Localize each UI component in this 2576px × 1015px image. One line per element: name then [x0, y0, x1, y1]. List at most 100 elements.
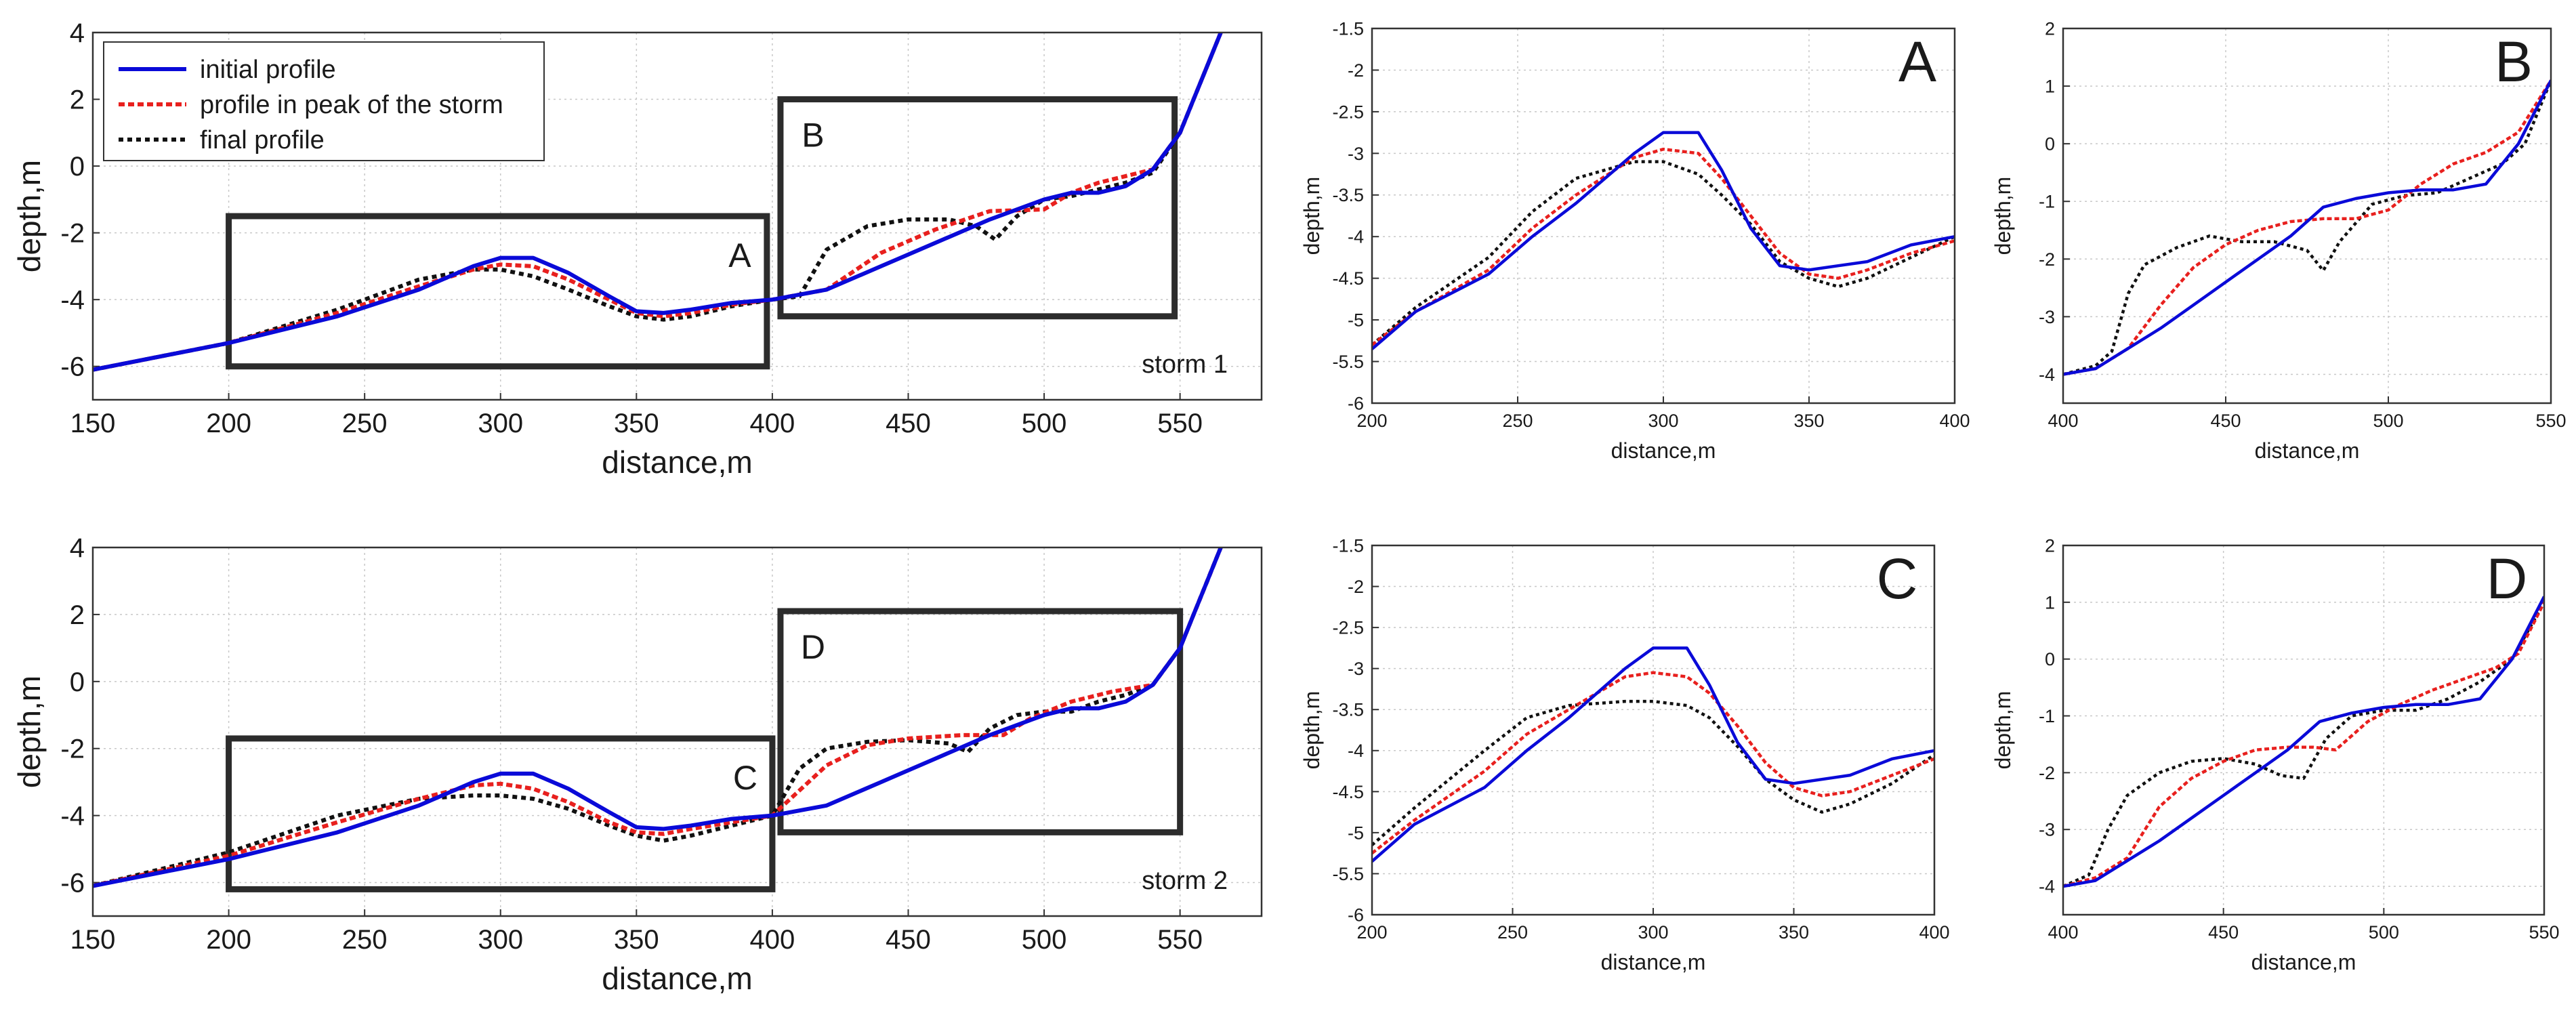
series-line-final — [2063, 601, 2544, 888]
y-tick-label: -5 — [1348, 310, 1364, 331]
zoom-box-label: A — [728, 236, 751, 274]
x-tick-label: 500 — [1022, 409, 1067, 438]
x-tick-label: 400 — [750, 925, 795, 955]
series-group — [1372, 646, 1934, 863]
x-tick-label: 300 — [1638, 922, 1668, 942]
legend-entry-label: final profile — [200, 126, 325, 154]
x-tick-label: 550 — [1157, 925, 1203, 955]
y-tick-label: 2 — [2045, 535, 2055, 556]
y-tick-label: -2 — [1348, 577, 1364, 597]
x-tick-label: 400 — [2048, 411, 2078, 431]
series-group — [1372, 131, 1955, 350]
y-tick-label: 2 — [70, 600, 85, 630]
x-tick-label: 400 — [750, 409, 795, 438]
y-tick-label: -4.5 — [1332, 782, 1364, 802]
x-tick-label: 350 — [614, 409, 659, 438]
y-tick-label: 2 — [70, 85, 85, 115]
zoom-box-d — [777, 608, 1184, 835]
x-axis-label: distance,m — [602, 444, 752, 480]
x-tick-label: 150 — [70, 925, 116, 955]
plot-area — [93, 547, 1262, 916]
series-line-initial — [2063, 596, 2544, 888]
series-line-final — [93, 33, 1223, 372]
y-tick-label: -4 — [60, 285, 85, 315]
x-tick-label: 200 — [1356, 411, 1387, 431]
y-tick-label: 4 — [70, 18, 85, 48]
x-tick-label: 500 — [2373, 411, 2403, 431]
series-line-peak — [1372, 147, 1955, 346]
x-tick-label: 400 — [1939, 411, 1970, 431]
y-tick-label: -2.5 — [1332, 618, 1364, 638]
y-tick-label: -2 — [2039, 249, 2055, 270]
axes-frame — [91, 546, 1263, 917]
chart-panel-p2: 150 200 250 300 350 400 450 500 550 -6 -4 -2 0 2 4 dist… — [12, 533, 1263, 996]
y-tick-label: -6 — [60, 352, 85, 382]
y-tick-label: 2 — [2045, 18, 2055, 39]
x-axis-label: distance,m — [1601, 950, 1706, 974]
y-tick-label: 0 — [2045, 134, 2055, 154]
y-tick-label: -2 — [1348, 60, 1364, 81]
chart-panel-p1: 150 200 250 300 350 400 450 500 550 -6 -4 -2 0 2 4 dist… — [12, 18, 1263, 480]
x-tick-label: 200 — [206, 409, 251, 438]
x-tick-label: 350 — [1779, 922, 1809, 942]
y-tick-label: -6 — [60, 869, 85, 898]
series-line-peak — [1372, 671, 1934, 854]
series-group — [2063, 596, 2544, 888]
series-line-initial — [1372, 646, 1934, 863]
y-tick-label: -1 — [2039, 706, 2055, 726]
series-line-peak — [2063, 601, 2544, 888]
y-tick-label: 4 — [70, 533, 85, 563]
chart-panel-pD: 400 450 500 550 -4 -3 -2 -1 0 1 2 distance,m depth,m… — [1991, 535, 2560, 974]
zoom-box-a — [226, 213, 770, 370]
legend-box — [103, 41, 545, 161]
plot-area — [2063, 28, 2551, 403]
x-tick-label: 200 — [1356, 922, 1387, 942]
series-group — [93, 33, 1223, 372]
y-tick-label: -6 — [1348, 393, 1364, 413]
chart-panel-pB: 400 450 500 550 -4 -3 -2 -1 0 1 2 distance,m depth,m… — [1991, 18, 2567, 463]
y-tick-label: -3.5 — [1332, 700, 1364, 720]
y-tick-label: 0 — [2045, 649, 2055, 669]
x-tick-label: 550 — [2529, 922, 2559, 942]
y-tick-label: -3 — [2039, 307, 2055, 327]
x-axis-label: distance,m — [2251, 950, 2356, 974]
y-axis-label: depth,m — [1991, 177, 2015, 255]
zoom-box-label: B — [802, 117, 824, 154]
zoom-box-label: D — [801, 628, 825, 666]
series-line-initial — [93, 33, 1223, 372]
x-tick-label: 250 — [342, 925, 388, 955]
x-tick-label: 450 — [2210, 411, 2241, 431]
plot-area — [1372, 28, 1955, 403]
y-tick-label: -3 — [1348, 659, 1364, 679]
y-tick-label: -2 — [60, 219, 85, 249]
series-line-initial — [1372, 131, 1955, 350]
storm-annotation: storm 2 — [1142, 867, 1228, 895]
y-tick-label: -2 — [60, 734, 85, 764]
x-tick-label: 450 — [886, 409, 931, 438]
storm-annotation: storm 1 — [1142, 350, 1228, 379]
y-tick-label: 1 — [2045, 592, 2055, 613]
x-tick-label: 300 — [478, 409, 523, 438]
y-axis-label: depth,m — [1300, 691, 1324, 770]
y-tick-label: -4 — [60, 802, 85, 831]
series-line-initial — [2063, 79, 2551, 376]
x-tick-label: 200 — [206, 925, 251, 955]
x-tick-label: 400 — [1919, 922, 1949, 942]
axes-frame — [1371, 544, 1936, 916]
zoom-box-b — [777, 96, 1178, 320]
y-tick-label: -5.5 — [1332, 864, 1364, 884]
legend-entry-label: profile in peak of the storm — [200, 91, 503, 119]
y-tick-label: -3 — [1348, 144, 1364, 164]
y-tick-label: -4 — [1348, 741, 1364, 761]
x-tick-label: 500 — [1022, 925, 1067, 955]
axes-frame — [2062, 544, 2546, 916]
x-tick-label: 350 — [1793, 411, 1824, 431]
axes-frame — [1371, 27, 1956, 405]
y-tick-label: -6 — [1348, 905, 1364, 925]
y-tick-label: -4.5 — [1332, 268, 1364, 289]
x-tick-label: 450 — [886, 925, 931, 955]
y-tick-label: -5 — [1348, 823, 1364, 843]
x-axis-label: distance,m — [602, 961, 752, 996]
x-axis-label: distance,m — [1611, 438, 1716, 463]
